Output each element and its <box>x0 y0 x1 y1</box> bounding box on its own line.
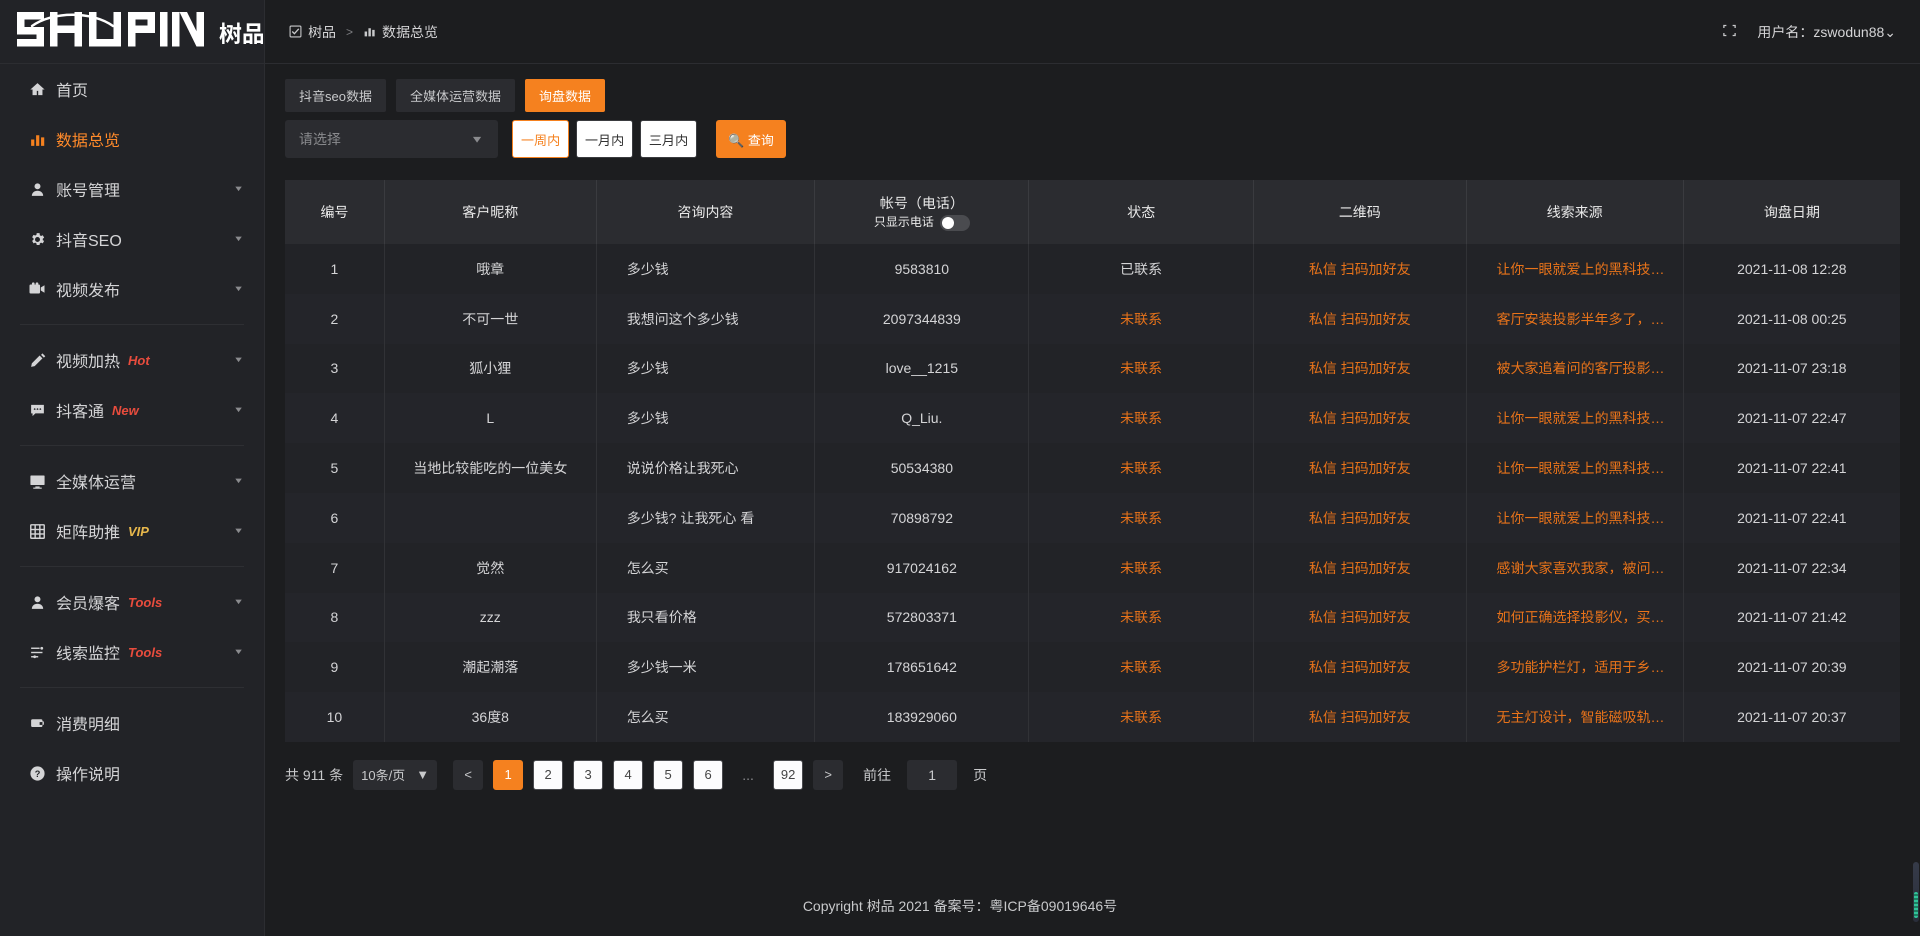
svg-text:?: ? <box>34 769 40 779</box>
svg-text:树品: 树品 <box>219 15 263 49</box>
